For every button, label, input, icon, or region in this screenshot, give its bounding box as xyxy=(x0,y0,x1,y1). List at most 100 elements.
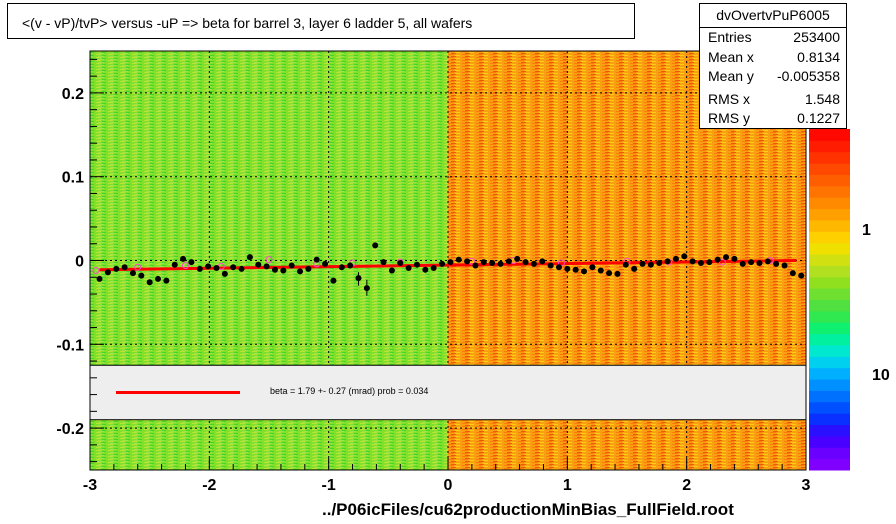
data-point xyxy=(706,259,713,266)
stats-name: dvOvertvPuP6005 xyxy=(716,7,830,23)
stats-row-mean-x: Mean x 0.8134 xyxy=(708,49,840,69)
data-point xyxy=(305,265,312,272)
stats-value: -0.005358 xyxy=(776,68,840,84)
data-point xyxy=(280,267,287,274)
data-point xyxy=(639,260,646,267)
colorbar-segment xyxy=(809,265,850,278)
data-point xyxy=(246,254,253,261)
data-point xyxy=(322,260,329,267)
open-marker xyxy=(718,258,726,266)
data-point xyxy=(138,272,145,279)
colorbar-segment xyxy=(809,390,850,403)
x-tick-label: 0 xyxy=(444,477,453,494)
stats-value: 253400 xyxy=(793,29,840,45)
data-point xyxy=(480,259,487,266)
footer-filename: ../P06icFiles/cu62productionMinBias_Full… xyxy=(322,500,734,519)
data-point xyxy=(405,265,412,272)
data-point xyxy=(756,260,763,267)
x-tick-label: -1 xyxy=(322,477,336,494)
data-point xyxy=(514,255,521,262)
data-point xyxy=(271,266,278,273)
data-point xyxy=(723,254,730,261)
data-point xyxy=(697,260,704,267)
x-tick-label: -3 xyxy=(83,477,97,494)
data-point xyxy=(622,261,629,268)
colorbar-segment xyxy=(809,299,850,312)
data-point xyxy=(363,285,370,292)
stats-row-rms-x: RMS x 1.548 xyxy=(708,91,840,111)
data-point xyxy=(781,262,788,269)
colorbar-segment xyxy=(809,185,850,198)
data-point xyxy=(589,264,596,271)
data-point xyxy=(113,265,120,272)
data-point xyxy=(121,264,128,271)
colorbar-segment xyxy=(809,367,850,380)
colorbar-segment xyxy=(809,310,850,323)
stats-label: Entries xyxy=(708,29,752,45)
data-point xyxy=(129,270,136,277)
open-marker xyxy=(134,263,142,271)
data-point xyxy=(221,270,228,277)
profile-points xyxy=(96,242,805,292)
data-point xyxy=(163,277,170,284)
data-point xyxy=(714,256,721,263)
data-point xyxy=(581,268,588,275)
colorbar-segment xyxy=(809,254,850,266)
y-tick-label: 0 xyxy=(75,254,84,271)
data-point xyxy=(664,258,671,265)
colorbar-segment xyxy=(809,344,850,357)
data-point xyxy=(171,261,178,268)
data-point xyxy=(472,262,479,269)
data-point xyxy=(748,259,755,266)
data-point xyxy=(464,258,471,265)
data-point xyxy=(614,270,621,277)
data-point xyxy=(213,265,220,272)
data-point xyxy=(672,255,679,262)
data-point xyxy=(739,260,746,267)
colorbar-segment xyxy=(809,356,850,369)
data-point xyxy=(489,260,496,267)
data-point xyxy=(255,261,262,268)
data-point xyxy=(564,265,571,272)
data-point xyxy=(313,256,320,263)
data-point xyxy=(522,259,529,266)
stats-separator xyxy=(700,27,846,28)
colorbar-segment xyxy=(809,231,850,244)
data-point xyxy=(439,260,446,267)
data-point xyxy=(330,277,337,284)
chart-title: <(v - vP)/tvP> versus -uP => beta for ba… xyxy=(22,15,473,31)
data-point xyxy=(798,272,805,279)
data-point xyxy=(104,269,111,276)
data-point xyxy=(606,270,613,277)
y-axis: -0.2 -0.1 0 0.1 0.2 xyxy=(56,58,104,463)
data-point xyxy=(681,253,688,260)
data-point xyxy=(547,262,554,269)
y-tick-label: -0.2 xyxy=(56,421,84,438)
colorbar-segment xyxy=(809,322,850,335)
x-tick-label: 1 xyxy=(563,477,572,494)
x-tick-label: 3 xyxy=(802,477,811,494)
data-point xyxy=(355,275,362,282)
data-point xyxy=(96,275,103,282)
data-point xyxy=(397,260,404,267)
colorbar-segment xyxy=(809,379,850,391)
data-point xyxy=(539,258,546,265)
data-point xyxy=(689,258,696,265)
data-point xyxy=(764,258,771,265)
stats-row-mean-y: Mean y -0.005358 xyxy=(708,68,840,88)
data-point xyxy=(372,242,379,249)
data-point xyxy=(263,263,270,270)
colorbar-segment xyxy=(809,174,850,187)
stats-label: RMS y xyxy=(708,110,750,126)
data-point xyxy=(789,270,796,277)
colorbar-segment xyxy=(809,447,850,460)
data-point xyxy=(380,259,387,266)
x-axis: -3 -2 -1 0 1 2 3 xyxy=(83,458,811,494)
data-point xyxy=(422,266,429,273)
data-point xyxy=(413,261,420,268)
colorbar-label: 10 xyxy=(872,367,890,384)
colorbar-segment xyxy=(809,163,850,175)
data-point xyxy=(497,260,504,267)
data-point xyxy=(188,259,195,266)
stats-row-rms-y: RMS y 0.1227 xyxy=(708,110,840,130)
